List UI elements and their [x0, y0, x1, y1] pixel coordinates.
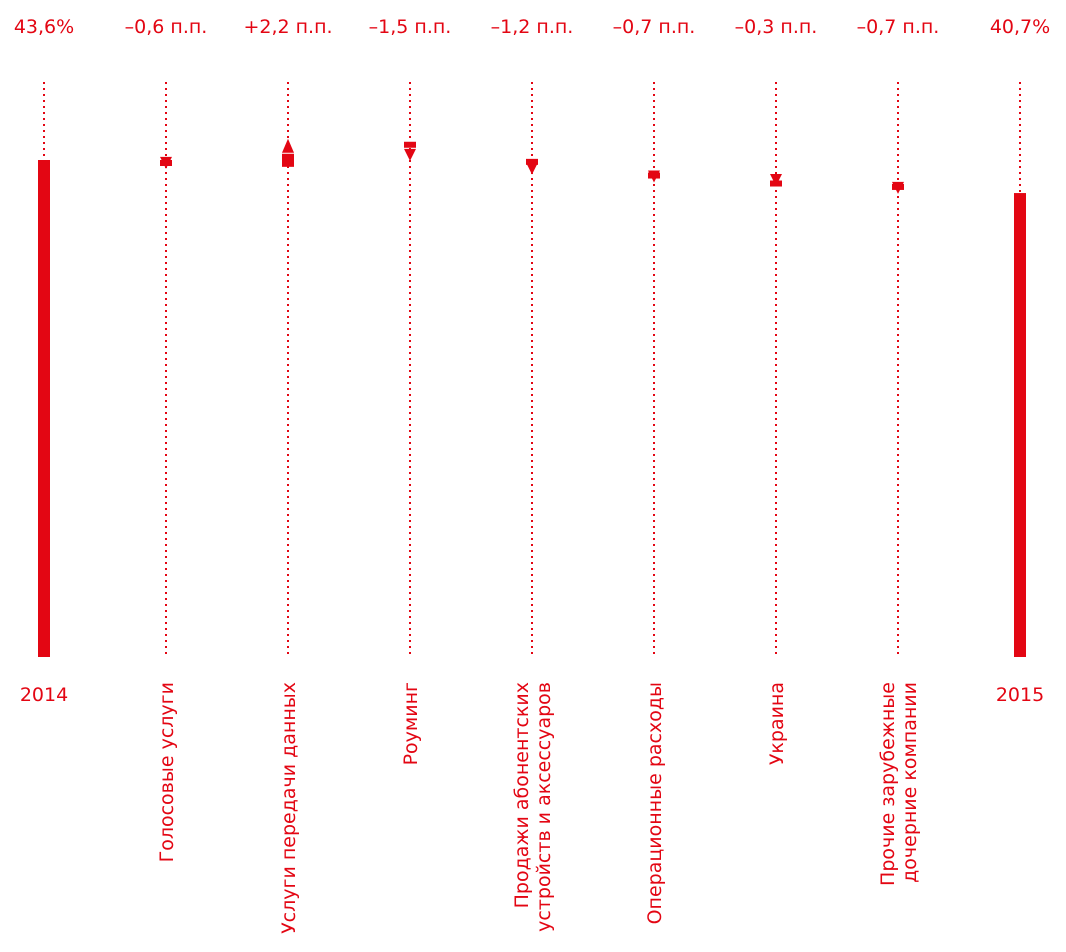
value-label-8: 40,7%: [990, 16, 1050, 38]
down-arrow-icon: [892, 181, 904, 194]
step-bar-4: [526, 158, 538, 165]
value-label-1: –0,6 п.п.: [125, 16, 208, 38]
value-label-0: 43,6%: [14, 16, 74, 38]
category-label-2: Услуги передачи данных: [278, 682, 300, 934]
value-label-2: +2,2 п.п.: [243, 16, 332, 38]
step-bar-2: [282, 153, 294, 167]
category-label-6: Украина: [766, 682, 788, 765]
total-bar-8: [1014, 193, 1026, 657]
step-bar-3: [404, 141, 416, 148]
value-label-5: –0,7 п.п.: [613, 16, 696, 38]
category-label-7-line-0: Прочие зарубежные: [877, 682, 899, 886]
down-arrow-icon: [160, 156, 172, 169]
category-label-8: 2015: [996, 684, 1044, 706]
category-label-0: 2014: [20, 684, 68, 706]
down-arrow-icon: [770, 173, 782, 186]
down-arrow-icon: [648, 170, 660, 183]
category-label-4-line-1: устройств и аксессуаров: [533, 682, 555, 932]
down-arrow-icon: [526, 162, 538, 175]
value-label-4: –1,2 п.п.: [491, 16, 574, 38]
category-label-5: Операционные расходы: [644, 682, 666, 924]
down-arrow-icon: [404, 148, 416, 161]
category-label-7-line-1: дочерние компании: [899, 682, 921, 883]
value-label-7: –0,7 п.п.: [857, 16, 940, 38]
category-label-3: Роуминг: [400, 682, 422, 765]
up-arrow-icon: [282, 138, 294, 153]
value-label-6: –0,3 п.п.: [735, 16, 818, 38]
category-label-1: Голосовые услуги: [156, 682, 178, 862]
category-label-4-line-0: Продажи абонентских: [511, 682, 533, 908]
total-bar-0: [38, 160, 50, 657]
value-label-3: –1,5 п.п.: [369, 16, 452, 38]
